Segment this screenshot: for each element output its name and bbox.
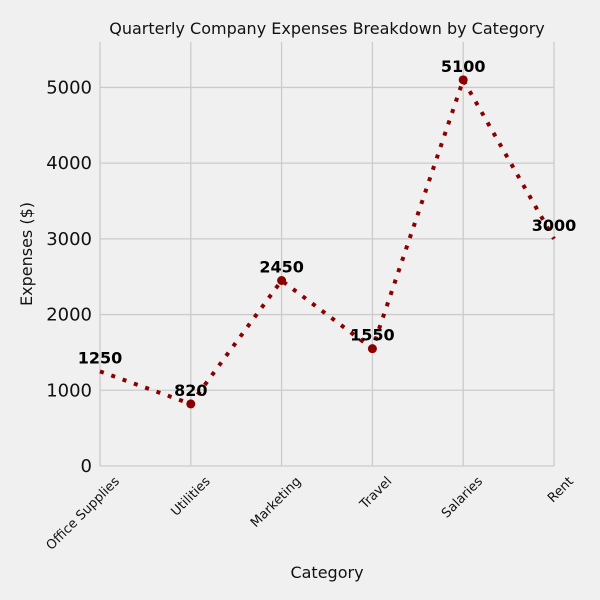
data-label: 820 (174, 381, 207, 400)
y-tick-label: 1000 (46, 380, 92, 401)
series (99, 75, 556, 409)
y-tick-label: 2000 (46, 305, 92, 326)
y-tick-label: 0 (81, 456, 92, 477)
x-axis-label: Category (290, 563, 363, 582)
x-tick-label: Office Supplies (44, 474, 123, 553)
data-label: 5100 (441, 57, 486, 76)
chart-title: Quarterly Company Expenses Breakdown by … (109, 19, 545, 38)
x-tick-label: Travel (357, 474, 396, 513)
grid (99, 42, 555, 467)
x-tick-label: Rent (545, 474, 577, 506)
data-point (458, 75, 468, 85)
y-axis-label: Expenses ($) (17, 202, 36, 306)
data-label: 3000 (532, 216, 577, 235)
x-tick-label: Marketing (248, 474, 304, 530)
x-axis-ticks: Office Supplies Utilities Marketing Travel S… (44, 474, 577, 553)
data-point (367, 344, 377, 354)
series-line (99, 77, 556, 406)
data-label: 1250 (78, 348, 123, 367)
data-point (186, 399, 196, 409)
data-label: 2450 (259, 258, 304, 277)
y-tick-label: 4000 (46, 153, 92, 174)
data-labels: 1250 820 2450 1550 5100 3000 (78, 57, 577, 400)
data-point (277, 276, 287, 285)
x-tick-label: Salaries (439, 474, 486, 521)
y-tick-label: 3000 (46, 229, 92, 250)
y-axis-ticks: 0 1000 2000 3000 4000 5000 (46, 77, 92, 477)
x-tick-label: Utilities (168, 474, 213, 519)
y-tick-label: 5000 (46, 77, 92, 98)
data-label: 1550 (350, 326, 395, 345)
